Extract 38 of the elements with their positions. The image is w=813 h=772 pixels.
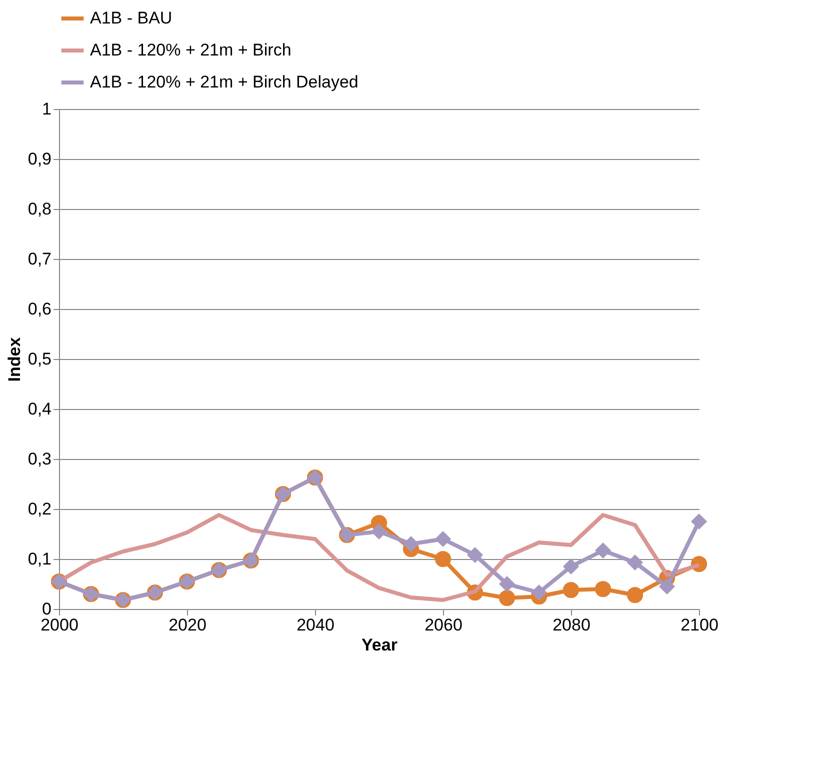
point: [498, 576, 516, 592]
point: [594, 542, 612, 559]
point: [658, 578, 676, 595]
point: [402, 536, 420, 552]
x-tick-label: 2020: [168, 616, 206, 634]
point: [434, 530, 452, 548]
y-tick-label: 0,6: [28, 300, 52, 318]
x-axis-title: Year: [362, 636, 398, 654]
point: [434, 550, 452, 568]
x-tick-label: 2060: [424, 616, 462, 634]
y-tick-label: 0,7: [28, 250, 52, 268]
y-tick-label: 0: [42, 600, 52, 618]
x-tick-label: 2040: [296, 616, 334, 634]
y-tick-label: 0,2: [28, 500, 52, 518]
point: [466, 546, 484, 564]
y-tick-label: 1: [42, 100, 52, 118]
y-tick-label: 0,8: [28, 200, 52, 218]
point: [690, 513, 708, 530]
y-tick-label: 0,1: [28, 550, 52, 568]
legend-label: A1B - BAU: [90, 8, 172, 28]
x-tick-label: 2080: [552, 616, 590, 634]
point: [626, 586, 644, 604]
legend-label: A1B - 120% + 21m + Birch: [90, 40, 292, 60]
legend-label: A1B - 120% + 21m + Birch Delayed: [90, 72, 358, 92]
y-axis-title: Index: [4, 336, 24, 382]
point: [530, 584, 548, 601]
point: [562, 558, 580, 575]
y-tick-label: 0,3: [28, 450, 52, 468]
y-tick-label: 0,4: [28, 400, 52, 418]
point: [370, 523, 388, 540]
x-tick-label: 2000: [40, 616, 78, 634]
point: [594, 580, 612, 598]
y-tick-label: 0,5: [28, 350, 52, 368]
point: [498, 590, 516, 606]
x-tick-label: 2100: [680, 616, 718, 634]
y-tick-label: 0,9: [28, 150, 52, 168]
point: [562, 582, 580, 598]
point: [626, 554, 644, 571]
